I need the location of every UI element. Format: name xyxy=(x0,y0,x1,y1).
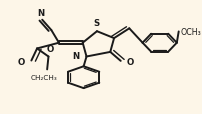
Text: N: N xyxy=(37,9,44,18)
Text: O: O xyxy=(126,58,133,67)
Text: CH₂CH₃: CH₂CH₃ xyxy=(30,74,57,80)
Text: S: S xyxy=(93,19,99,28)
Text: N: N xyxy=(72,52,79,61)
Text: OCH₃: OCH₃ xyxy=(180,28,200,37)
Text: O: O xyxy=(18,58,25,67)
Text: O: O xyxy=(46,45,53,54)
